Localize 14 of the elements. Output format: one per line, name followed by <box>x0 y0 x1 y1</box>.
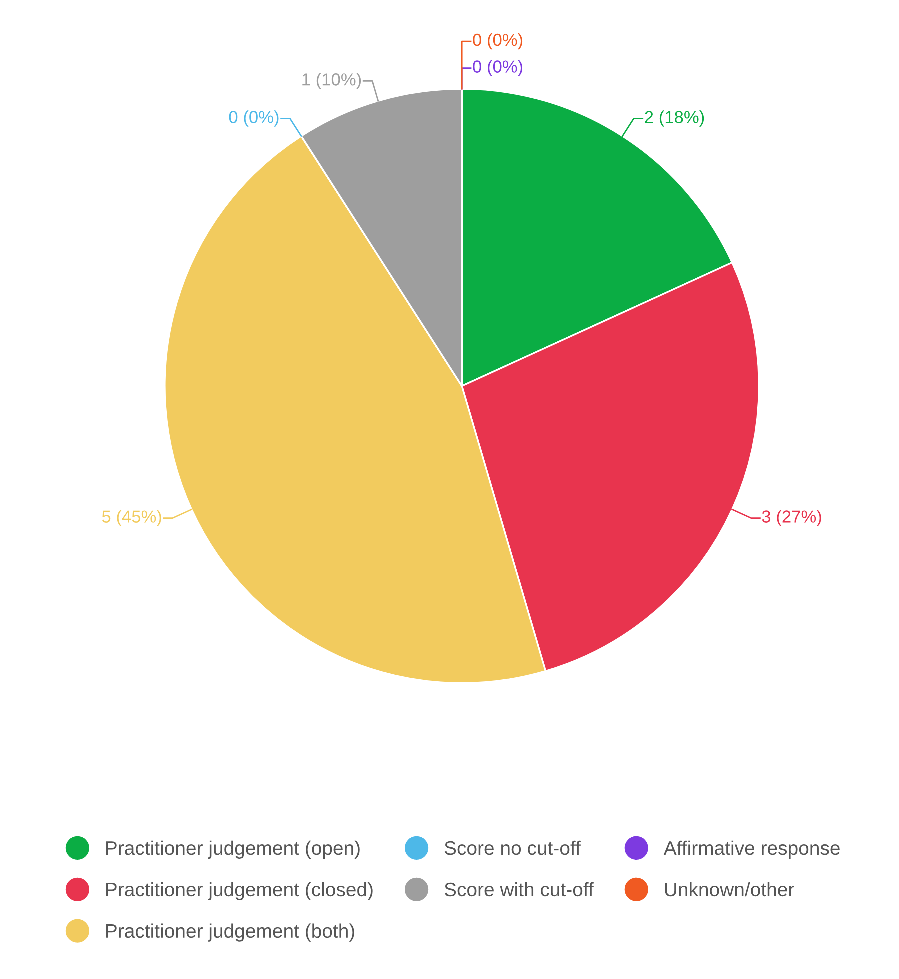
legend-label: Affirmative response <box>664 840 840 859</box>
legend-label: Unknown/other <box>665 882 794 897</box>
data-label: 1 (10%) <box>302 73 362 90</box>
data-label: 5 (45%) <box>102 510 162 526</box>
legend-label: Practitioner judgement (closed) <box>106 882 373 900</box>
legend-label: Score no cut-off <box>444 840 581 856</box>
data-label: 3 (27%) <box>762 510 822 526</box>
data-label: 2 (18%) <box>645 110 704 127</box>
text: 0 (0%) <box>229 110 279 127</box>
text: 0 (0%) <box>473 60 523 76</box>
legend-label: Practitioner judgement (open) <box>106 840 360 859</box>
text: 0 (0%) <box>473 33 523 50</box>
legend-label: Practitioner judgement (both) <box>106 924 354 942</box>
legend-label: Score with cut-off <box>444 882 594 897</box>
